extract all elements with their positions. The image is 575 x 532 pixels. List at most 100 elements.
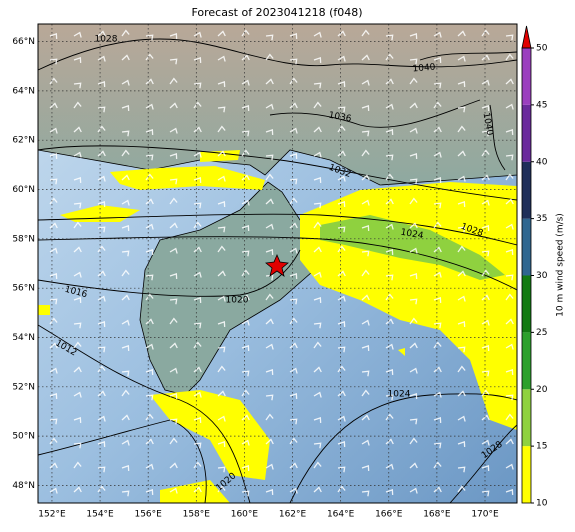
- lon-label: 170°E: [471, 510, 499, 520]
- barb: [241, 130, 250, 137]
- barb: [385, 368, 394, 375]
- barb: [433, 82, 442, 89]
- barb: [289, 367, 298, 374]
- barb: [313, 271, 322, 278]
- barb: [505, 318, 514, 325]
- barb: [73, 271, 82, 278]
- barb: [481, 344, 490, 351]
- barb: [241, 149, 250, 157]
- barb: [241, 414, 250, 421]
- barb: [97, 106, 106, 113]
- lat-label: 48°N: [12, 481, 35, 491]
- barb: [145, 318, 154, 325]
- colorbar: 10 15 20 25 30 35 40 45 50: [521, 25, 548, 509]
- barb: [121, 319, 130, 326]
- isobar: [38, 38, 517, 71]
- barb: [169, 272, 178, 279]
- barb: [385, 394, 394, 401]
- colorbar-bin: [522, 218, 531, 276]
- barb: [313, 176, 322, 183]
- barb: [409, 392, 418, 399]
- barb: [361, 104, 370, 111]
- barb: [217, 175, 226, 182]
- barb: [457, 80, 466, 87]
- barb: [121, 224, 130, 231]
- barb: [433, 202, 442, 209]
- barb: [241, 174, 250, 181]
- barb: [241, 490, 250, 497]
- barb: [361, 174, 370, 181]
- barb: [265, 223, 274, 230]
- barb: [217, 270, 226, 277]
- barb: [265, 154, 274, 161]
- barb: [505, 343, 514, 350]
- barb: [217, 80, 226, 87]
- barb: [505, 103, 514, 110]
- wind-yellow: [150, 390, 270, 503]
- barb: [73, 202, 82, 209]
- isobar: [38, 419, 207, 503]
- barb: [217, 390, 226, 397]
- barb: [289, 197, 298, 205]
- barb: [193, 176, 202, 183]
- barb: [265, 128, 274, 135]
- barb: [73, 31, 82, 38]
- barb: [385, 128, 394, 135]
- barb: [337, 295, 346, 302]
- barb: [313, 126, 322, 133]
- barb: [385, 293, 394, 301]
- barb: [193, 271, 202, 278]
- barb: [193, 442, 202, 449]
- barb: [49, 222, 58, 229]
- barb: [169, 102, 178, 109]
- barb: [433, 296, 442, 303]
- contour-label: 1024: [388, 390, 411, 400]
- barb: [505, 154, 514, 161]
- barb: [457, 270, 466, 277]
- barb: [457, 55, 466, 62]
- barb: [481, 79, 490, 86]
- isobar: [38, 324, 251, 503]
- barb: [337, 320, 346, 327]
- barb: [289, 247, 298, 254]
- barb: [241, 224, 250, 231]
- barb: [409, 178, 418, 185]
- barb: [145, 223, 154, 230]
- barb: [433, 442, 442, 449]
- barb: [49, 317, 58, 325]
- barb: [505, 53, 514, 61]
- barb: [289, 178, 298, 185]
- barb: [49, 152, 58, 159]
- barb: [121, 54, 130, 61]
- barb: [265, 103, 274, 110]
- barb: [433, 176, 442, 183]
- lat-label: 64°N: [12, 86, 35, 96]
- barb: [289, 462, 298, 469]
- barb: [337, 270, 346, 277]
- barb: [193, 366, 202, 373]
- barb: [385, 274, 394, 281]
- colorbar-tick-label: 20: [536, 385, 548, 395]
- barb: [193, 151, 202, 158]
- barb: [457, 415, 466, 422]
- barb: [169, 367, 178, 374]
- barb: [193, 202, 202, 209]
- barb: [121, 294, 130, 301]
- barb: [145, 198, 154, 205]
- lat-label: 62°N: [12, 136, 35, 146]
- barb: [265, 463, 274, 470]
- barb: [49, 102, 58, 109]
- barb: [337, 346, 346, 353]
- barb: [385, 343, 394, 350]
- barb: [193, 461, 202, 469]
- barb: [193, 391, 202, 398]
- colorbar-extend: [521, 25, 532, 49]
- barb: [145, 103, 154, 110]
- barb: [385, 413, 394, 421]
- barb: [313, 322, 322, 329]
- barb: [193, 82, 202, 89]
- barb: [265, 318, 274, 325]
- barb: [49, 32, 58, 39]
- barb: [265, 198, 274, 205]
